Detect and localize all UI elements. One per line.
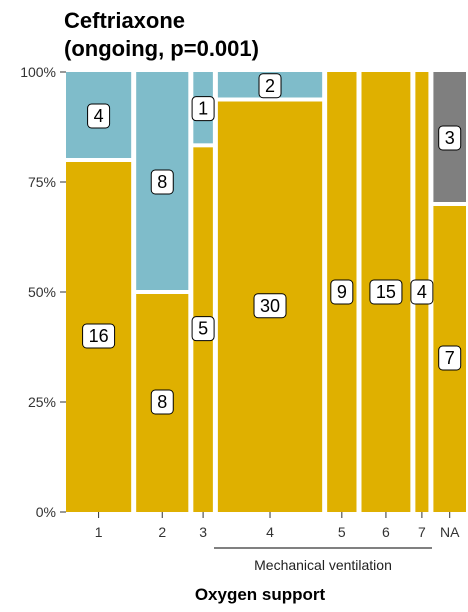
chart-title-line-1: Ceftriaxone [64,8,185,33]
segment-count-badge [258,73,282,99]
segment-count-badge [369,279,403,305]
segment-count-label: 30 [260,296,280,316]
x-tick-label: 4 [266,524,274,540]
segment-count-label: 1 [198,99,208,119]
segment-count-badge [191,96,215,122]
segment-count-badge [253,293,287,319]
segment-count-label: 5 [198,319,208,339]
group-annotation-label: Mechanical ventilation [254,557,392,573]
segment-count-badge [82,323,116,349]
segment-count-label: 9 [337,282,347,302]
segment-count-label: 7 [445,348,455,368]
segment-count-label: 4 [94,106,104,126]
x-tick-label: 7 [418,524,426,540]
x-tick-label: 5 [338,524,346,540]
segment-count-badge [330,279,354,305]
y-tick-label: 50% [28,284,56,300]
segment-count-label: 16 [89,326,109,346]
segment-count-badge [191,316,215,342]
segment-count-label: 3 [445,128,455,148]
x-tick-label: 6 [382,524,390,540]
x-tick-label: 2 [158,524,166,540]
segment-count-badge [438,125,462,151]
segment-count-badge [410,279,434,305]
segment-count-label: 2 [265,76,275,96]
segment-count-badge [150,169,174,195]
y-tick-label: 25% [28,394,56,410]
plot-area: 16 4 8 8 5 1 30 2 9 15 4 7 3 [66,72,466,513]
x-axis-title: Oxygen support [195,585,326,604]
segment-count-label: 4 [417,282,427,302]
chart-title-line-2: (ongoing, p=0.001) [64,36,259,61]
segment-count-badge [87,103,111,129]
x-tick-label: NA [440,524,460,540]
y-tick-label: 75% [28,174,56,190]
x-axis: 1 2 3 4 5 6 7 NA [95,512,460,540]
segment-count-badge [150,389,174,415]
y-tick-label: 0% [36,504,56,520]
y-tick-label: 100% [20,64,56,80]
y-axis: 0% 25% 50% 75% 100% [20,64,66,520]
x-tick-label: 1 [95,524,103,540]
x-tick-label: 3 [199,524,207,540]
segment-count-label: 8 [157,392,167,412]
segment-count-label: 15 [376,282,396,302]
segment-count-badge [438,345,462,371]
segment-count-label: 8 [157,172,167,192]
